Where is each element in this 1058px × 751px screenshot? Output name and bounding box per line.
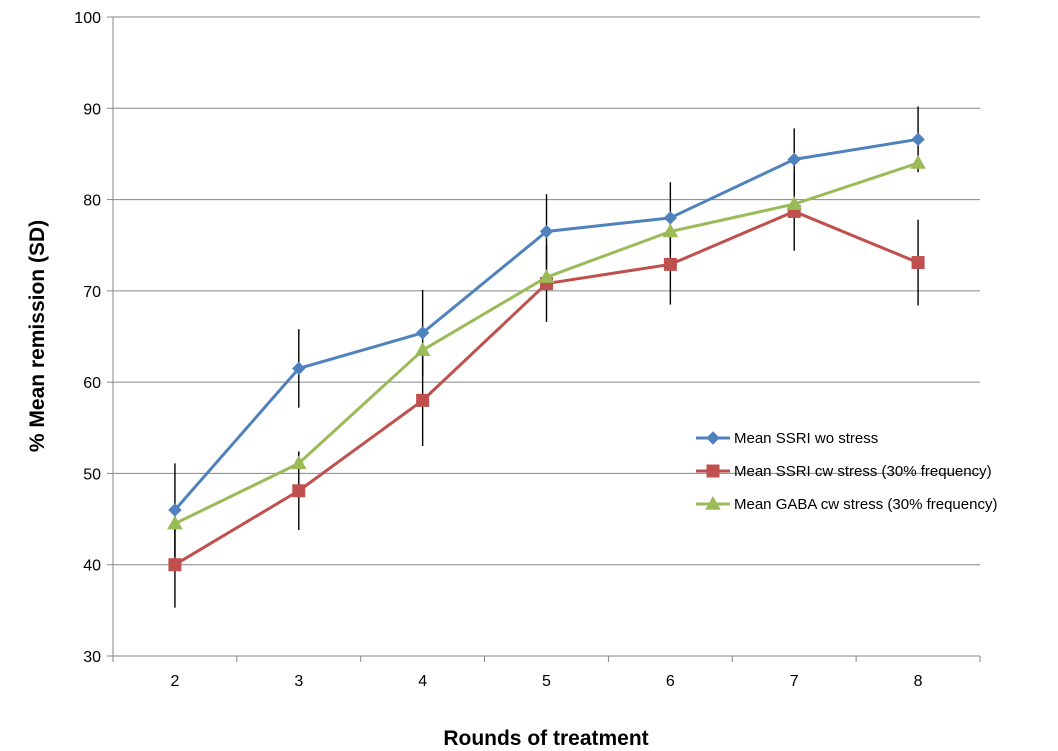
series-lines [167,132,926,572]
data-point [167,515,183,530]
legend-label: Mean GABA cw stress (30% frequency) [734,496,997,513]
y-axis-label: % Mean remission (SD) [26,220,49,452]
legend-label: Mean SSRI wo stress [734,430,878,447]
x-tick-label: 6 [666,673,675,690]
legend-marker [706,464,720,478]
x-tick-label: 8 [914,673,923,690]
data-point [787,152,801,167]
data-point [663,211,678,225]
series-1 [168,132,925,517]
data-point [292,361,306,376]
legend-entry: Mean SSRI wo stress [696,430,878,447]
legend-marker [705,495,721,510]
y-tick-label: 70 [83,284,101,301]
y-tick-label: 90 [83,101,101,118]
x-tick-label: 3 [294,673,303,690]
data-point [662,223,679,238]
y-tick-label: 50 [83,466,101,483]
y-tick-label: 30 [83,649,101,666]
legend-entry: Mean SSRI cw stress (30% frequency) [696,463,992,480]
data-point [414,342,431,356]
legend-marker [706,431,720,445]
x-tick-labels: 2 3 4 5 6 7 8 [170,673,922,690]
data-point [538,269,555,283]
error-bars [174,106,919,608]
data-point [786,196,803,210]
y-tick-labels: 30 40 50 60 70 80 90 100 [74,10,101,666]
x-tick-label: 4 [418,673,427,690]
y-tick-label: 60 [83,375,101,392]
axes [107,16,981,662]
x-tick-label: 5 [542,673,551,690]
data-point [415,326,430,340]
data-point [539,224,554,239]
data-point [290,455,307,470]
legend-entry: Mean GABA cw stress (30% frequency) [696,495,997,513]
series-3 [167,155,926,530]
data-point [663,257,677,271]
data-point [910,155,926,169]
data-point [911,256,925,270]
data-point [292,484,306,498]
y-tick-label: 80 [83,193,101,210]
y-tick-label: 40 [83,558,101,575]
x-tick-label: 7 [790,673,799,690]
y-tick-label: 100 [74,10,101,27]
data-point [168,558,182,572]
legend-label: Mean SSRI cw stress (30% frequency) [734,463,992,480]
x-tick-label: 2 [170,673,179,690]
x-axis-label: Rounds of treatment [443,727,648,750]
data-point [911,132,925,147]
data-point [416,393,430,407]
legend: Mean SSRI wo stress Mean SSRI cw stress (… [696,430,997,513]
